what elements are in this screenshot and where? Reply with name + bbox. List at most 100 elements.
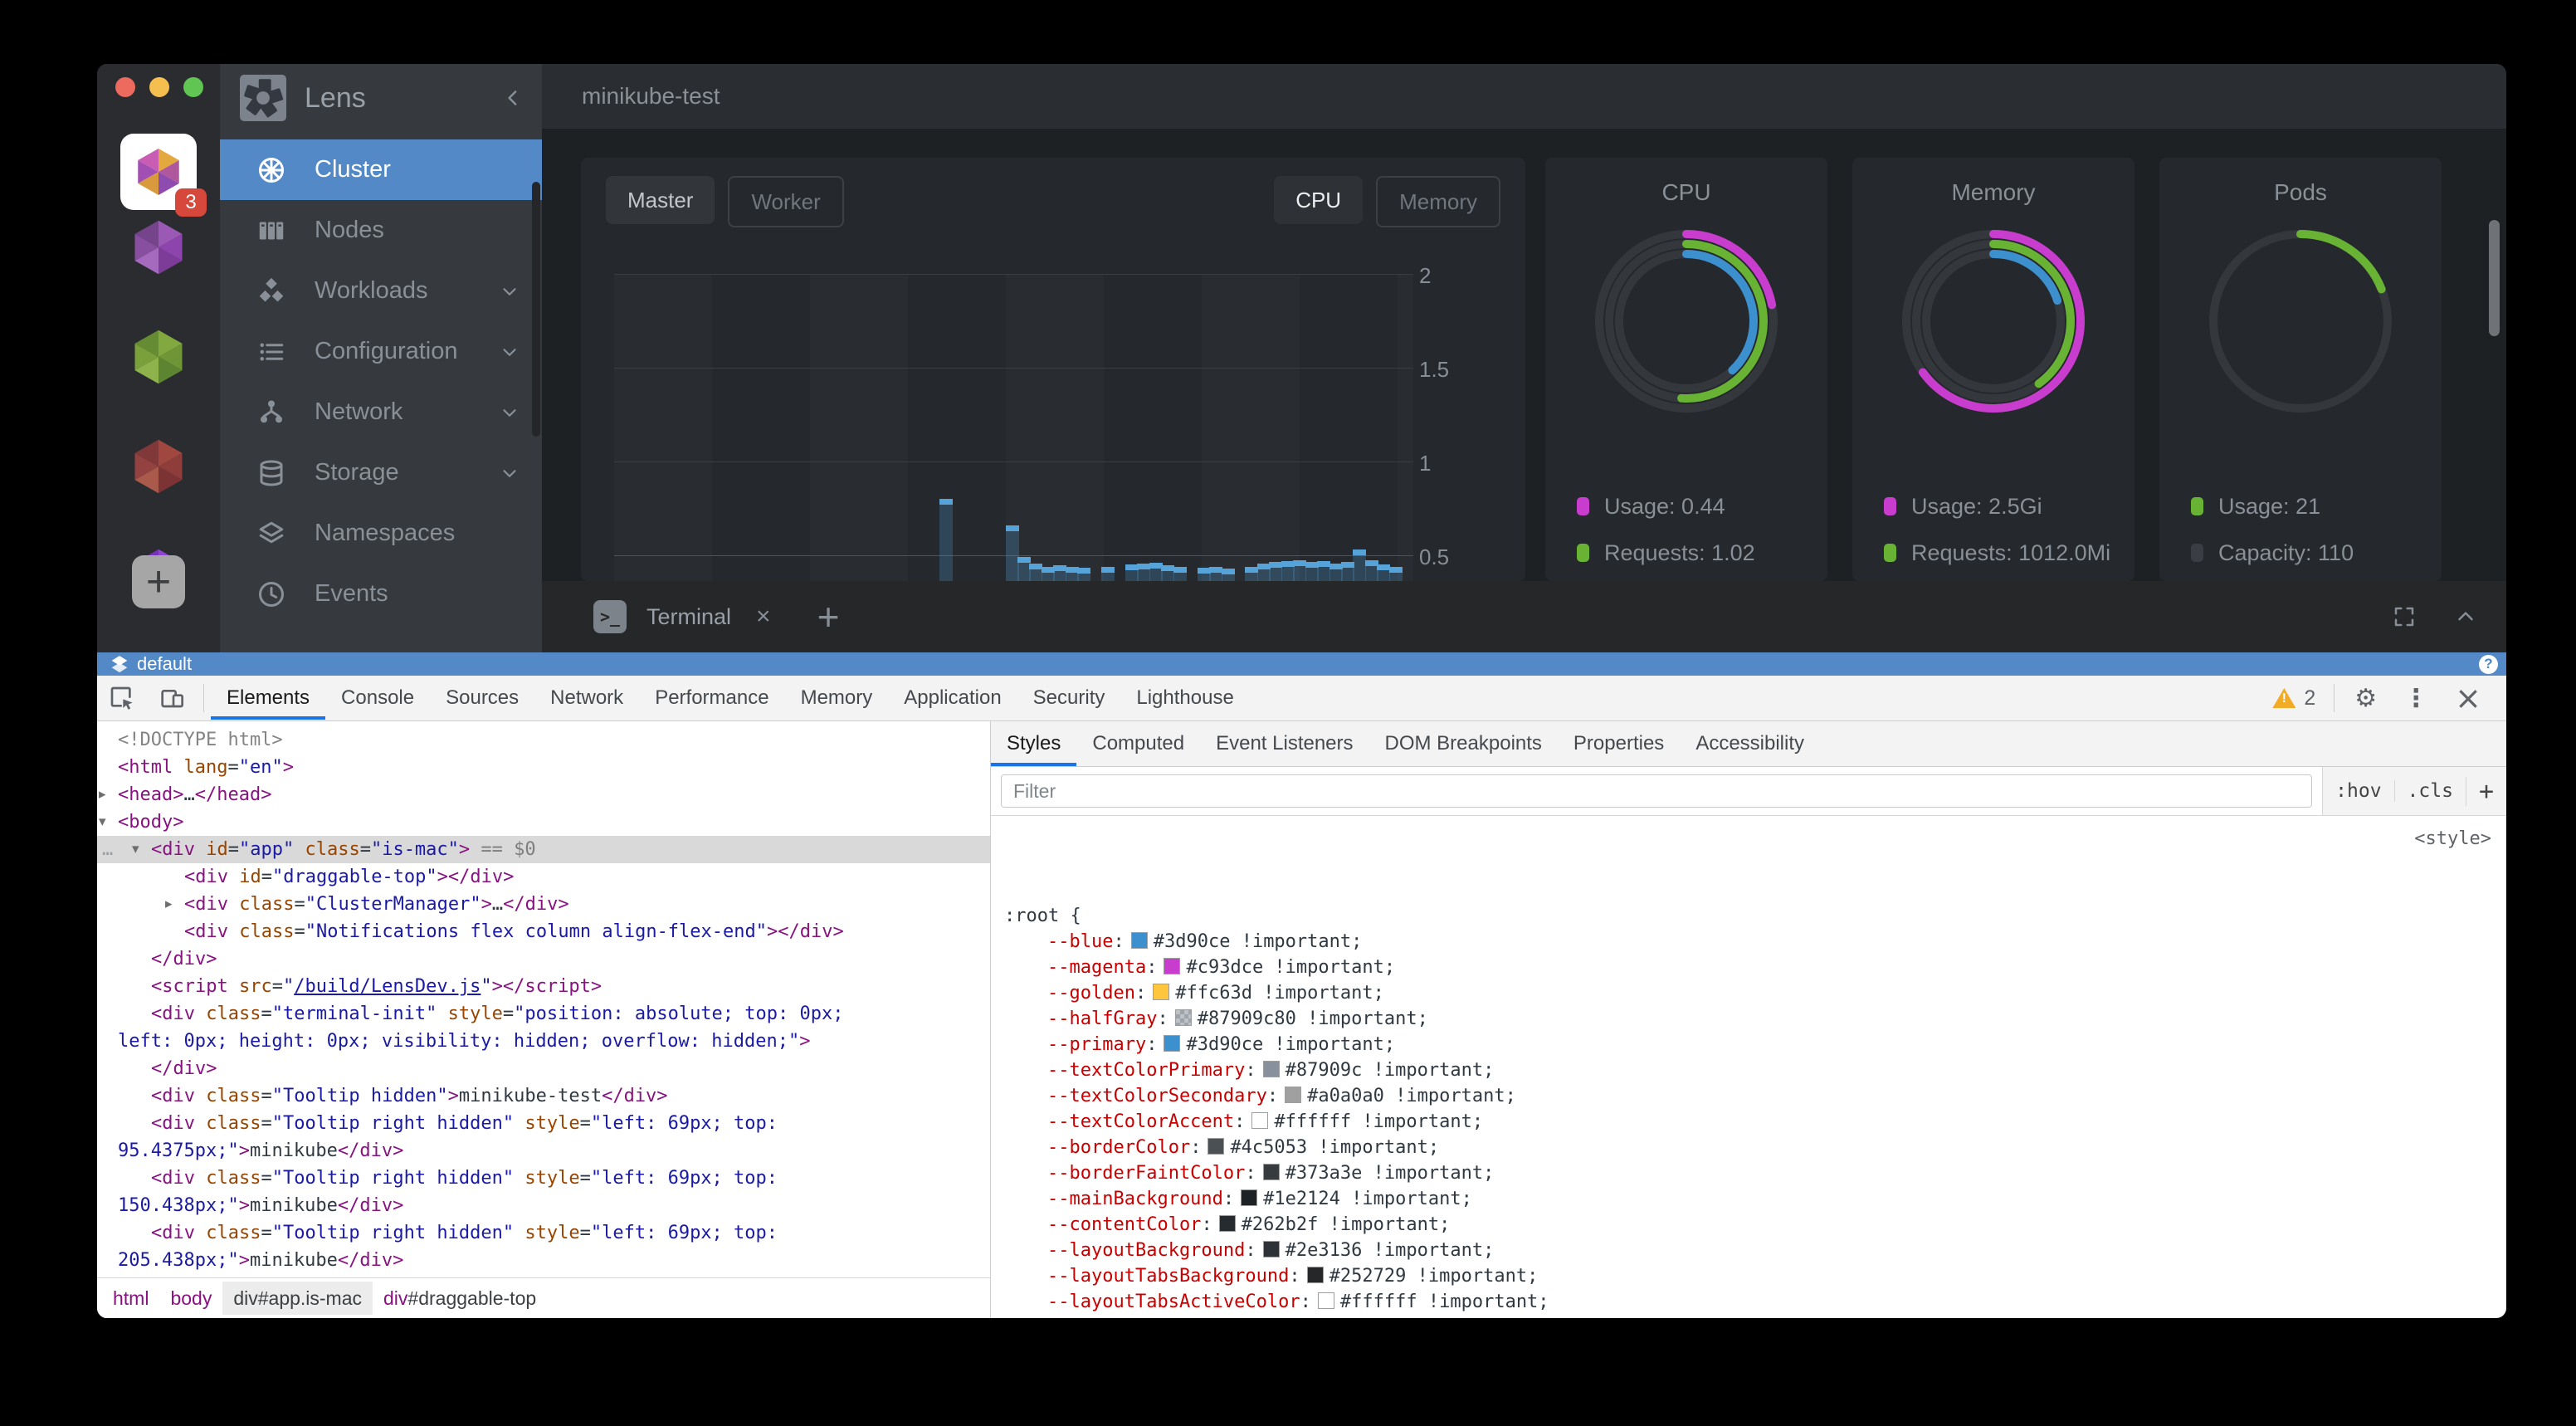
sidebar-collapse-button[interactable] <box>500 85 525 110</box>
toggle-hover-state-button[interactable]: :hov <box>2335 780 2382 802</box>
css-variable[interactable]: --layoutBackground: #2e3136 !important; <box>1047 1240 1495 1261</box>
collapse-node-icon[interactable]: ▾ <box>99 813 106 830</box>
styles-tab-styles[interactable]: Styles <box>991 722 1077 766</box>
breadcrumb-item[interactable]: div #draggable-top <box>383 1287 537 1309</box>
sidebar-item-namespaces[interactable]: Namespaces <box>220 503 542 564</box>
sidebar-item-cluster[interactable]: Cluster <box>220 139 542 200</box>
dom-tree-line[interactable]: ▾ <body> <box>97 808 990 836</box>
dom-tree-line[interactable]: ▸ <head>…</head> <box>97 781 990 808</box>
dom-tree-line[interactable]: </div> <box>151 1058 217 1079</box>
more-options-icon[interactable]: ⋮ <box>2403 683 2429 713</box>
css-variable[interactable]: --sidebarBackground:#36393e !important; <box>1004 1315 2506 1318</box>
cluster-item-3[interactable] <box>127 325 190 388</box>
css-variable[interactable]: --borderColor: #4c5053 !important; <box>1047 1137 1440 1158</box>
css-variable[interactable]: --contentColor: #262b2f !important; <box>1047 1214 1451 1235</box>
devtools-tab-security[interactable]: Security <box>1032 686 1105 709</box>
css-variable[interactable]: --mainBackground: #1e2124 !important; <box>1047 1189 1472 1209</box>
color-swatch[interactable] <box>1241 1189 1258 1206</box>
color-swatch[interactable] <box>1306 1267 1324 1283</box>
dom-tree-line[interactable]: <div class="terminal-init" style="positi… <box>151 1004 844 1024</box>
dom-tree-line[interactable]: </div> <box>151 949 217 969</box>
dom-tree-line[interactable]: <div class="Tooltip right hidden" style=… <box>151 1168 778 1189</box>
css-variable[interactable]: --primary: #3d90ce !important; <box>1047 1034 1396 1055</box>
dom-tree-line[interactable]: <div class="Notifications flex column al… <box>184 921 844 942</box>
content-scrollbar[interactable] <box>2489 220 2500 336</box>
settings-gear-icon[interactable]: ⚙ <box>2354 683 2378 713</box>
dom-tree-line[interactable]: 150.438px;">minikube</div> <box>118 1195 404 1216</box>
expand-node-icon[interactable]: ▸ <box>165 896 173 912</box>
devtools-tab-performance[interactable]: Performance <box>655 686 769 709</box>
color-swatch[interactable] <box>1262 1061 1280 1077</box>
dom-tree-line[interactable]: ▸ <div class="ClusterManager">…</div> <box>97 891 990 918</box>
sidebar-item-events[interactable]: Events <box>220 564 542 624</box>
minimize-window-button[interactable] <box>149 77 169 97</box>
css-variable[interactable]: --golden: #ffc63d !important; <box>1047 983 1384 1004</box>
sidebar-scrollbar[interactable] <box>532 182 540 437</box>
style-source-link[interactable]: <style> <box>2414 828 2491 849</box>
color-swatch[interactable] <box>1164 1035 1181 1052</box>
color-swatch[interactable] <box>1262 1241 1280 1258</box>
devtools-tab-console[interactable]: Console <box>341 686 415 709</box>
dom-tree-line[interactable]: <div id="draggable-top"></div> <box>184 867 515 887</box>
color-swatch[interactable] <box>1285 1087 1302 1103</box>
dom-tree-line[interactable]: 95.4375px;">minikube</div> <box>118 1140 404 1161</box>
dom-tree-line[interactable]: <div class="Tooltip right hidden" style=… <box>151 1223 778 1243</box>
css-variable[interactable]: --textColorPrimary: #87909c !important; <box>1047 1060 1495 1081</box>
breadcrumb-item[interactable]: body <box>170 1287 212 1309</box>
css-variable[interactable]: --layoutTabsBackground: #252729 !importan… <box>1047 1266 1539 1287</box>
close-window-button[interactable] <box>115 77 135 97</box>
dom-tree-line[interactable]: <script src="/build/LensDev.js"></script… <box>151 976 603 997</box>
maximize-window-button[interactable] <box>183 77 203 97</box>
dom-tree-line[interactable]: <!DOCTYPE html> <box>118 730 283 750</box>
color-swatch[interactable] <box>1153 984 1170 1000</box>
cluster-item-2[interactable] <box>127 216 190 279</box>
console-warnings-badge[interactable]: 2 <box>2261 686 2327 711</box>
toggle-classes-button[interactable]: .cls <box>2393 780 2466 802</box>
devtools-tab-memory[interactable]: Memory <box>800 686 873 709</box>
terminal-expand-icon[interactable] <box>2453 604 2478 629</box>
devtools-tab-application[interactable]: Application <box>904 686 1002 709</box>
devtools-tab-network[interactable]: Network <box>550 686 624 709</box>
terminal-tab-label[interactable]: Terminal <box>646 603 732 629</box>
styles-filter-input[interactable]: Filter <box>1001 774 2313 808</box>
terminal-add-icon[interactable]: + <box>817 595 840 638</box>
devtools-tab-sources[interactable]: Sources <box>446 686 520 709</box>
terminal-close-icon[interactable]: × <box>756 603 771 630</box>
styles-tab-accessibility[interactable]: Accessibility <box>1695 732 1805 755</box>
dom-tree-line[interactable]: <html lang="en"> <box>118 757 294 778</box>
devtools-tab-elements[interactable]: Elements <box>211 676 326 720</box>
color-swatch[interactable] <box>1218 1215 1236 1232</box>
sidebar-item-network[interactable]: Network <box>220 382 542 442</box>
css-variable[interactable]: --textColorAccent: #ffffff !important; <box>1047 1111 1484 1132</box>
metric-toggle-memory[interactable]: Memory <box>1376 176 1500 227</box>
devtools-tab-lighthouse[interactable]: Lighthouse <box>1136 686 1234 709</box>
sidebar-item-storage[interactable]: Storage <box>220 442 542 503</box>
dom-tree-line[interactable]: ▾… <div id="app" class="is-mac"> == $0 <box>97 836 990 863</box>
dom-tree-line[interactable]: 205.438px;">minikube</div> <box>118 1250 404 1271</box>
dom-tree-line[interactable]: <div class="Tooltip hidden">minikube-tes… <box>151 1086 668 1106</box>
device-toolbar-icon[interactable] <box>147 685 197 711</box>
breadcrumb-item[interactable]: html <box>113 1287 149 1309</box>
dom-tree[interactable]: <!DOCTYPE html> <html lang="en"> ▸ <head>…<… <box>97 721 990 1277</box>
node-tab-worker[interactable]: Worker <box>728 176 844 227</box>
css-variable[interactable]: --textColorSecondary: #a0a0a0 !important; <box>1047 1086 1516 1106</box>
color-swatch[interactable] <box>1251 1112 1269 1129</box>
dom-tree-line[interactable]: left: 0px; height: 0px; visibility: hidd… <box>118 1031 811 1052</box>
node-menu-icon[interactable]: … <box>102 839 115 860</box>
color-swatch[interactable] <box>1164 958 1181 974</box>
styles-tab-computed[interactable]: Computed <box>1092 732 1185 755</box>
metric-toggle-cpu[interactable]: CPU <box>1274 176 1364 224</box>
color-swatch[interactable] <box>1317 1292 1334 1309</box>
sidebar-item-nodes[interactable]: Nodes <box>220 200 542 261</box>
devtools-close-icon[interactable]: × <box>2455 680 2481 716</box>
styles-tab-dom-breakpoints[interactable]: DOM Breakpoints <box>1384 732 1542 755</box>
styles-tab-event-listeners[interactable]: Event Listeners <box>1216 732 1354 755</box>
dom-tree-line[interactable]: <div class="Tooltip right hidden" style=… <box>151 1113 778 1134</box>
css-variable[interactable]: --magenta: #c93dce !important; <box>1047 957 1396 978</box>
css-selector[interactable]: :root { <box>1004 906 1081 926</box>
expand-node-icon[interactable]: ▸ <box>99 786 106 803</box>
styles-tab-properties[interactable]: Properties <box>1573 732 1665 755</box>
color-swatch[interactable] <box>1174 1009 1192 1026</box>
inspect-element-icon[interactable] <box>97 685 147 711</box>
sidebar-item-workloads[interactable]: Workloads <box>220 261 542 321</box>
